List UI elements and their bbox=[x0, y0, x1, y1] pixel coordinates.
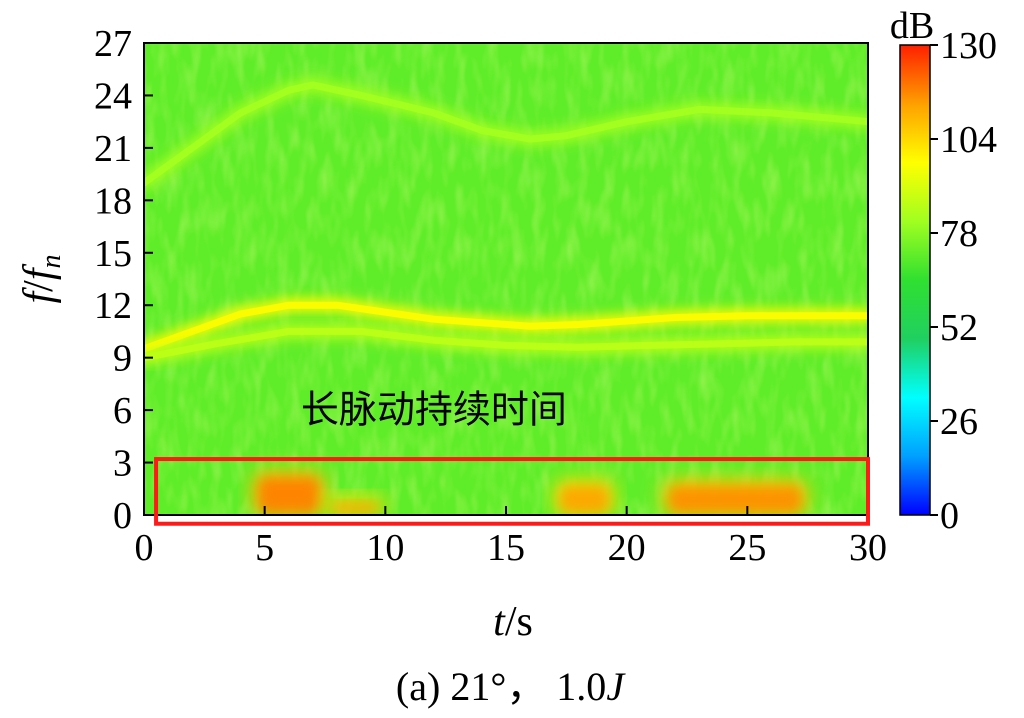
ridge-upper-core bbox=[144, 81, 868, 187]
colorbar-tick-label: 52 bbox=[940, 307, 978, 349]
ridge-lines bbox=[144, 77, 868, 365]
heatmap-area bbox=[144, 43, 868, 515]
x-axis: 0 5 10 15 20 25 30 bbox=[135, 506, 887, 569]
y-tick-label: 18 bbox=[94, 180, 132, 222]
highlight-box bbox=[154, 457, 871, 526]
intense-region-core-0 bbox=[258, 477, 319, 513]
figure-caption: (a) 21°， 1.0J bbox=[396, 664, 626, 709]
y-tick-label: 3 bbox=[113, 443, 132, 485]
y-axis-label: f/fn bbox=[16, 254, 67, 303]
y-tick-label: 0 bbox=[113, 495, 132, 537]
y-tick-label: 21 bbox=[94, 128, 132, 170]
ridge-dominant-core bbox=[144, 301, 868, 353]
y-tick-label: 12 bbox=[94, 285, 132, 327]
x-tick-label: 0 bbox=[135, 527, 154, 569]
x-tick-label: 5 bbox=[255, 527, 274, 569]
intense-region-core-2 bbox=[560, 486, 609, 513]
colorbar-tick-label: 130 bbox=[940, 25, 997, 67]
y-tick-label: 24 bbox=[94, 75, 132, 117]
x-tick-label: 10 bbox=[366, 527, 404, 569]
y-tick-label: 6 bbox=[113, 390, 132, 432]
colorbar-tick-label: 78 bbox=[940, 213, 978, 255]
y-tick-label: 15 bbox=[94, 233, 132, 275]
heatmap-texture bbox=[144, 43, 868, 515]
colorbar-tick-label: 0 bbox=[940, 495, 959, 537]
intense-region-core-1 bbox=[331, 503, 380, 513]
colorbar: 0 26 52 78 104 130 dB bbox=[890, 5, 997, 537]
x-axis-label: t/s bbox=[493, 599, 533, 645]
y-tick-label: 9 bbox=[113, 338, 132, 380]
colorbar-tick-label: 26 bbox=[940, 401, 978, 443]
annotation-label: 长脉动持续时间 bbox=[301, 387, 567, 431]
intense-region-core-3 bbox=[668, 486, 802, 513]
x-tick-label: 30 bbox=[849, 527, 887, 569]
colorbar-ticks: 0 26 52 78 104 130 bbox=[930, 25, 997, 537]
x-tick-label: 25 bbox=[728, 527, 766, 569]
ridge-secondary-core bbox=[144, 327, 868, 362]
intense-regions bbox=[252, 471, 808, 515]
colorbar-tick-label: 104 bbox=[940, 119, 997, 161]
colorbar-unit-label: dB bbox=[890, 5, 934, 47]
x-tick-label: 20 bbox=[608, 527, 646, 569]
y-axis: 0 3 6 9 12 15 18 21 24 27 bbox=[94, 23, 153, 537]
y-tick-label: 27 bbox=[94, 23, 132, 65]
x-tick-label: 15 bbox=[487, 527, 525, 569]
colorbar-scale bbox=[899, 44, 931, 516]
